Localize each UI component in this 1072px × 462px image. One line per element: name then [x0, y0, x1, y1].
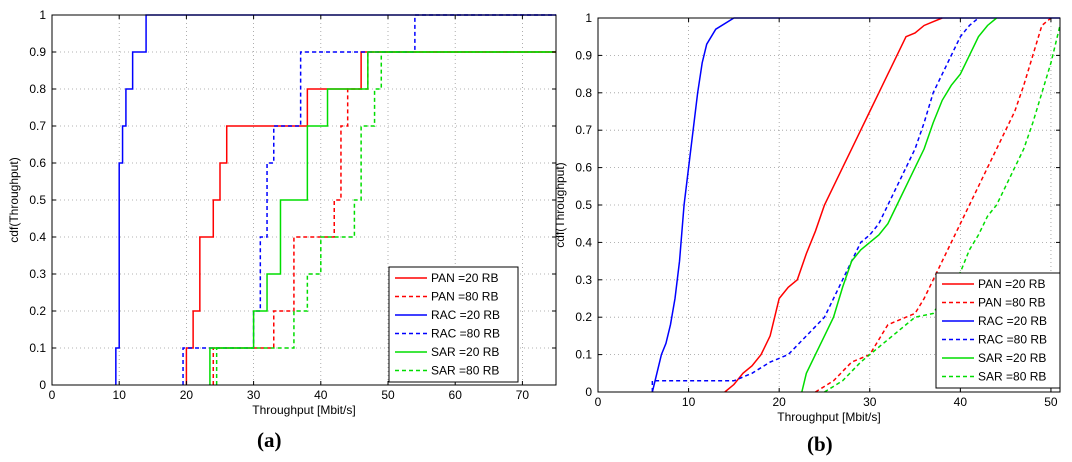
legend: PAN =20 RB PAN =80 RB RAC =20 RB RAC =80 RB… [388, 266, 519, 383]
series-line-sar-20-rb [801, 17, 998, 393]
x-tick-label: 20 [772, 395, 786, 409]
legend-label: PAN =80 RB [978, 296, 1045, 310]
y-tick-label: 0.3 [575, 273, 592, 287]
legend-label: PAN =20 RB [978, 277, 1045, 291]
legend-box [935, 272, 1061, 389]
series-line-rac-20-rb [651, 17, 1060, 393]
legend: PAN =20 RB PAN =80 RB RAC =20 RB RAC =80 RB… [935, 272, 1061, 389]
x-tick-label: 50 [381, 388, 395, 402]
legend-box [388, 266, 519, 383]
y-tick-label: 0.4 [29, 230, 46, 244]
y-tick-label: 0.7 [29, 119, 46, 133]
y-tick-label: 0.5 [575, 198, 592, 212]
legend-label: SAR =80 RB [431, 364, 499, 378]
series-line-rac-20-rb [115, 14, 556, 385]
series-line-sar-80-rb [824, 25, 1061, 393]
legend-label: RAC =20 RB [978, 314, 1047, 328]
y-tick-label: 0.7 [575, 123, 592, 137]
x-tick-label: 0 [595, 395, 602, 409]
panel-label-a: (a) [257, 428, 282, 452]
y-tick-label: 0.2 [29, 304, 46, 318]
series-line-pan-20-rb [724, 17, 943, 393]
x-tick-label: 30 [863, 395, 877, 409]
y-tick-label: 0.9 [575, 48, 592, 62]
y-tick-label: 1 [585, 11, 592, 25]
panel-label-b: (b) [807, 432, 833, 456]
legend-label: RAC =20 RB [431, 308, 500, 322]
legend-label: PAN =20 RB [431, 271, 498, 285]
y-axis-label: cdf(Throughput) [7, 157, 21, 242]
y-tick-label: 0 [39, 378, 46, 392]
y-tick-label: 0.1 [575, 348, 592, 362]
y-tick-label: 0.3 [29, 267, 46, 281]
y-tick-label: 0.6 [29, 156, 46, 170]
y-axis-label: cdf(Throughput) [553, 162, 567, 247]
x-tick-label: 10 [113, 388, 127, 402]
x-tick-label: 30 [247, 388, 261, 402]
x-axis-label: Throughput [Mbit/s] [777, 410, 880, 424]
x-tick-label: 0 [49, 388, 56, 402]
legend-label: RAC =80 RB [978, 333, 1047, 347]
y-tick-label: 0 [585, 385, 592, 399]
x-tick-label: 40 [954, 395, 968, 409]
x-tick-label: 10 [682, 395, 696, 409]
x-tick-label: 20 [180, 388, 194, 402]
y-tick-label: 1 [39, 8, 46, 22]
x-tick-label: 50 [1044, 395, 1058, 409]
legend-label: PAN =80 RB [431, 290, 498, 304]
x-tick-label: 40 [314, 388, 328, 402]
y-tick-label: 0.9 [29, 45, 46, 59]
series-line-rac-80-rb [651, 17, 979, 392]
x-axis-label: Throughput [Mbit/s] [252, 403, 355, 417]
x-tick-label: 60 [449, 388, 463, 402]
y-tick-label: 0.4 [575, 235, 592, 249]
y-tick-label: 0.8 [29, 82, 46, 96]
legend-label: SAR =20 RB [978, 351, 1046, 365]
legend-label: RAC =80 RB [431, 327, 500, 341]
chart-panel-a: 0 10 20 30 40 50 60 70 0 0.1 0.2 0.3 0.4 0.5 0.6 0.7 0.8… [7, 8, 557, 417]
x-tick-label: 70 [516, 388, 530, 402]
y-tick-label: 0.2 [575, 310, 592, 324]
y-tick-label: 0.6 [575, 161, 592, 175]
series-line-sar-20-rb [209, 51, 556, 385]
series-line-sar-80-rb [215, 51, 556, 385]
y-tick-label: 0.1 [29, 341, 46, 355]
y-tick-label: 0.5 [29, 193, 46, 207]
chart-panel-b: 0 10 20 30 40 50 0 0.1 0.2 0.3 0.4 0.5 0.6 0.7 0.8 0.9 1… [553, 11, 1061, 424]
y-tick-label: 0.8 [575, 86, 592, 100]
series-line-pan-80-rb [815, 17, 1052, 393]
legend-label: SAR =80 RB [978, 370, 1046, 384]
series-line-pan-20-rb [185, 51, 556, 385]
legend-label: SAR =20 RB [431, 345, 499, 359]
